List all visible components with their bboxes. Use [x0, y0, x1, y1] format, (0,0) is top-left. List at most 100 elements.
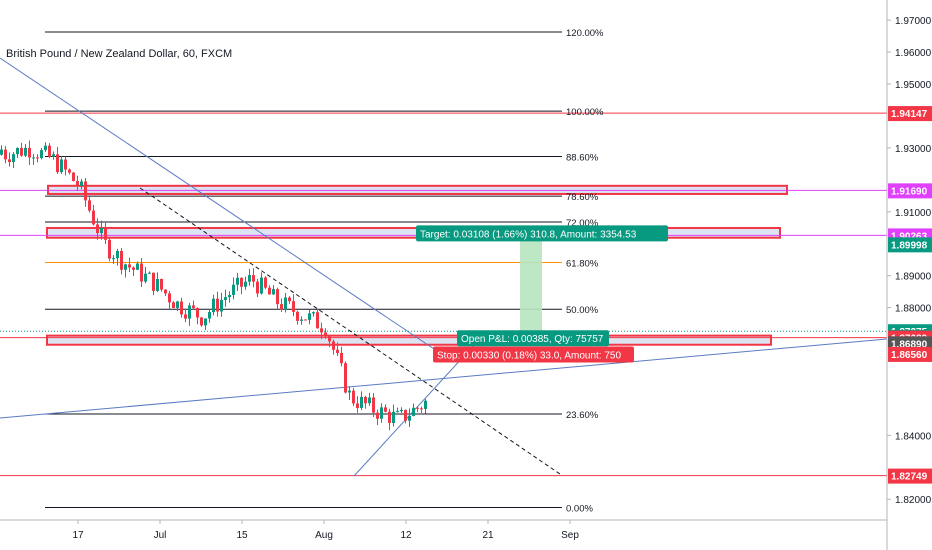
- price-badge: 1.94147: [888, 106, 932, 122]
- candle: [276, 287, 279, 310]
- price-badge: 1.82749: [888, 468, 932, 484]
- candle: [424, 399, 427, 414]
- candle: [44, 142, 47, 152]
- candle: [104, 222, 107, 245]
- candle: [228, 291, 231, 303]
- candle: [300, 316, 303, 325]
- candle: [0, 145, 3, 156]
- candle: [404, 409, 407, 424]
- candle: [200, 316, 203, 327]
- candle: [12, 151, 15, 169]
- candle: [372, 393, 375, 418]
- candle: [220, 292, 223, 317]
- candle: [368, 392, 371, 406]
- x-tick-label: 17: [72, 530, 84, 541]
- price-badge: 1.89998: [888, 237, 932, 253]
- y-tick-label: 1.91000: [895, 208, 932, 219]
- candle: [172, 301, 175, 308]
- candle: [324, 328, 327, 339]
- y-tick-label: 1.88000: [895, 304, 932, 315]
- candle: [216, 291, 219, 317]
- candle: [156, 272, 159, 293]
- plot-area[interactable]: 120.00% 100.00% 88.60% 78.60% 72.00% 61.80% 50…: [0, 28, 887, 515]
- candle: [144, 266, 147, 284]
- time-axis[interactable]: 17 Jul 15 Aug 12 21 Sep: [72, 520, 579, 541]
- candle: [264, 276, 267, 290]
- fib-level-label: 120.00%: [566, 28, 604, 39]
- candle: [108, 237, 111, 262]
- candle: [20, 142, 23, 157]
- candle: [180, 297, 183, 318]
- target-zone: [520, 235, 542, 332]
- candle: [348, 386, 351, 401]
- price-badge: 1.91690: [888, 183, 932, 199]
- price-badge-label: 1.86890: [891, 339, 928, 350]
- zone-rect[interactable]: [46, 334, 772, 346]
- target-zone-rect: [520, 235, 542, 332]
- candle: [84, 177, 87, 207]
- candle: [88, 196, 91, 213]
- candle: [192, 300, 195, 311]
- open-pl-badge-text: Open P&L: 0.00385, Qty: 75757: [461, 334, 604, 345]
- price-badge-label: 1.89998: [891, 240, 928, 251]
- candle: [396, 407, 399, 413]
- candle: [96, 218, 99, 240]
- candle: [32, 153, 35, 165]
- x-tick-label: Jul: [154, 530, 167, 541]
- candle: [312, 311, 315, 317]
- stop-badge[interactable]: Stop: 0.00330 (0.18%) 33.0, Amount: 750: [433, 346, 634, 363]
- fib-level-label: 100.00%: [566, 107, 604, 118]
- price-axis[interactable]: 1.97000 1.96000 1.95000 1.93000 1.91000 1.890…: [887, 16, 932, 506]
- position-tool[interactable]: Target: 0.03108 (1.66%) 310.8, Amount: 3…: [416, 225, 668, 363]
- x-tick-label: Aug: [315, 530, 333, 541]
- y-tick-label: 1.84000: [895, 431, 932, 442]
- stop-badge-text: Stop: 0.00330 (0.18%) 33.0, Amount: 750: [437, 350, 621, 361]
- candle: [288, 296, 291, 304]
- projection-dashed-line[interactable]: [139, 187, 561, 475]
- price-badge: 1.86560: [888, 346, 932, 362]
- candle: [392, 404, 395, 427]
- candle: [352, 387, 355, 406]
- candle: [304, 319, 307, 321]
- candle: [356, 396, 359, 413]
- candle: [4, 146, 7, 164]
- candle: [140, 258, 143, 288]
- price-badge-label: 1.82749: [891, 472, 928, 483]
- price-badges: 1.941471.916901.902631.899981.8727558:17…: [888, 106, 932, 484]
- candle: [164, 289, 167, 297]
- zone-rect[interactable]: [46, 226, 781, 239]
- candle: [152, 272, 155, 296]
- candle: [308, 309, 311, 325]
- downtrend-line[interactable]: [0, 57, 441, 354]
- candle: [256, 278, 259, 298]
- candle: [260, 272, 263, 295]
- y-tick-label: 1.97000: [895, 16, 932, 27]
- candle: [176, 300, 179, 312]
- candle: [116, 248, 119, 266]
- y-tick-label: 1.95000: [895, 80, 932, 91]
- horizontal-lines-layer: [0, 112, 887, 477]
- candle: [416, 406, 419, 413]
- candle: [68, 168, 71, 175]
- candle: [240, 277, 243, 295]
- open-pl-badge[interactable]: Open P&L: 0.00385, Qty: 75757: [457, 330, 609, 347]
- target-badge-text: Target: 0.03108 (1.66%) 310.8, Amount: 3…: [420, 229, 637, 240]
- fib-level-label: 23.60%: [566, 410, 599, 421]
- candle: [376, 409, 379, 426]
- candle: [36, 154, 39, 163]
- candle: [8, 152, 11, 167]
- candle: [120, 248, 123, 275]
- fib-level-label: 72.00%: [566, 218, 599, 229]
- candle: [292, 294, 295, 317]
- fibonacci-retracement[interactable]: 120.00% 100.00% 88.60% 78.60% 72.00% 61.80% 50…: [45, 28, 604, 515]
- candle: [272, 285, 275, 295]
- candle: [320, 322, 323, 340]
- price-badge-label: 1.86560: [891, 350, 928, 361]
- candle: [184, 308, 187, 323]
- candle: [412, 403, 415, 417]
- trend-lines[interactable]: [0, 57, 887, 477]
- target-badge[interactable]: Target: 0.03108 (1.66%) 310.8, Amount: 3…: [416, 225, 668, 242]
- candle: [420, 406, 423, 414]
- candle: [56, 147, 59, 174]
